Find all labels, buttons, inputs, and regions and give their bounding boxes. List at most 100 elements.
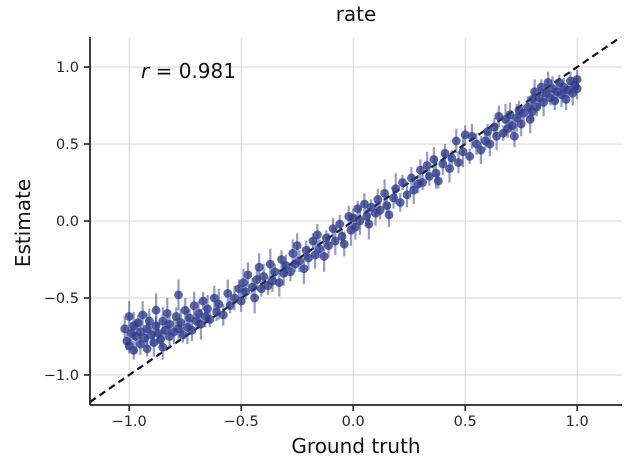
data-point [422, 161, 432, 170]
data-point [465, 151, 475, 161]
y-tick-label: 0.5 [56, 137, 79, 153]
data-point [308, 236, 318, 246]
data-point [138, 310, 148, 320]
y-tick-label: −0.5 [44, 291, 79, 307]
y-tick-label: 0.0 [56, 214, 79, 230]
correlation-variable: r [141, 59, 150, 83]
data-point [295, 256, 304, 266]
data-point [149, 338, 159, 348]
data-point [360, 199, 369, 209]
data-point [416, 165, 425, 175]
data-point [265, 259, 275, 269]
data-point [299, 264, 309, 274]
data-point [189, 301, 199, 311]
data-point [147, 330, 157, 340]
data-point [144, 316, 154, 326]
data-point [304, 253, 313, 263]
data-point [250, 293, 260, 303]
data-point [205, 315, 215, 324]
data-point [178, 330, 188, 340]
data-point [281, 261, 291, 271]
data-point [519, 108, 528, 118]
data-point [458, 147, 468, 157]
data-point [256, 284, 266, 294]
data-point [429, 155, 439, 164]
data-point [505, 110, 515, 120]
data-point [451, 136, 461, 146]
data-point [223, 288, 233, 298]
data-point [198, 296, 208, 306]
data-point [254, 262, 264, 272]
data-point [277, 255, 286, 264]
data-point [373, 195, 383, 204]
data-point [136, 339, 145, 349]
data-point [539, 98, 548, 107]
data-point [162, 308, 172, 318]
data-point [530, 87, 540, 97]
data-point [124, 312, 134, 321]
data-point [288, 248, 298, 258]
data-point [187, 325, 197, 335]
data-point [310, 250, 320, 260]
data-point [129, 345, 139, 355]
data-point [512, 113, 522, 123]
data-point [165, 319, 174, 329]
data-point [355, 216, 365, 226]
data-point [543, 78, 553, 87]
data-point [510, 131, 519, 141]
x-axis-label: Ground truth [291, 434, 421, 458]
data-point [418, 178, 428, 187]
data-point [492, 131, 501, 141]
data-point [391, 184, 401, 194]
data-point [321, 233, 331, 243]
data-point [142, 344, 152, 354]
data-point [174, 290, 183, 300]
data-point [561, 94, 571, 104]
y-tick-label: −1.0 [44, 368, 79, 384]
data-point [324, 241, 333, 251]
data-point [259, 272, 268, 281]
data-point [528, 94, 537, 104]
data-point [243, 270, 253, 280]
data-point [454, 158, 463, 167]
y-axis-label: Estimate [11, 178, 35, 268]
data-point [440, 148, 450, 158]
data-point [572, 74, 582, 84]
data-point [395, 198, 405, 207]
data-point [536, 82, 546, 92]
data-point [364, 219, 374, 229]
data-point [407, 173, 416, 183]
data-point [389, 193, 398, 203]
y-axis: −1.0 −0.5 0.0 0.5 1.0 [44, 60, 90, 384]
data-point [120, 324, 130, 334]
data-point [525, 114, 535, 124]
data-point [158, 342, 168, 352]
data-point [270, 267, 280, 277]
data-point [151, 305, 161, 315]
data-point [176, 318, 186, 328]
data-point [362, 211, 372, 221]
data-point [185, 313, 195, 323]
data-point [151, 321, 161, 331]
data-point [398, 178, 407, 187]
data-point [292, 241, 302, 251]
points-layer [120, 74, 582, 355]
data-point [315, 244, 324, 254]
data-point [268, 276, 277, 286]
data-point [234, 284, 244, 294]
data-point [218, 310, 228, 320]
data-point [136, 327, 145, 337]
data-point [171, 312, 181, 321]
data-point [489, 122, 499, 132]
data-point [572, 84, 582, 93]
data-point [431, 168, 441, 178]
data-point [472, 139, 481, 149]
data-point [241, 287, 251, 297]
x-tick-label: 0.5 [454, 414, 477, 430]
data-point [230, 293, 239, 303]
data-point [339, 239, 349, 249]
data-point [212, 307, 221, 317]
data-point [485, 139, 495, 149]
x-axis: −1.0 −0.5 0.0 0.5 1.0 [112, 405, 589, 430]
data-point [337, 231, 347, 241]
